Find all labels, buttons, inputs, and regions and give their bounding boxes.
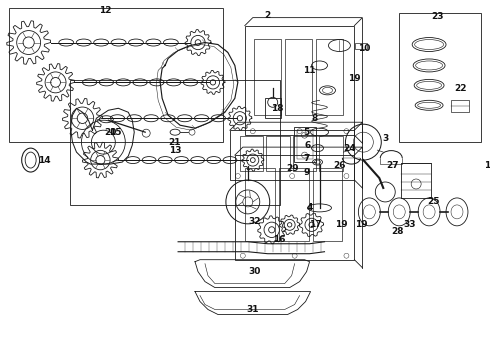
Text: 32: 32	[248, 217, 261, 226]
Text: 5: 5	[303, 128, 310, 137]
Text: 24: 24	[343, 144, 356, 153]
Text: 7: 7	[303, 154, 310, 163]
Bar	[265, 98, 281, 118]
Bar	[235, 155, 354, 260]
Bar	[245, 26, 354, 135]
Text: 27: 27	[386, 161, 398, 170]
Bar	[293, 136, 316, 171]
Text: 8: 8	[312, 114, 318, 123]
Text: 22: 22	[455, 84, 467, 93]
Bar	[355, 42, 368, 49]
Text: 9: 9	[303, 167, 310, 176]
Text: 18: 18	[271, 104, 284, 113]
Text: 23: 23	[431, 12, 443, 21]
Text: 19: 19	[348, 74, 361, 83]
Text: 17: 17	[309, 220, 322, 229]
Text: 29: 29	[286, 163, 299, 172]
Bar	[9, 8, 223, 142]
Text: 21: 21	[168, 138, 180, 147]
Text: 16: 16	[273, 235, 286, 244]
Text: 26: 26	[333, 161, 346, 170]
Bar	[296, 130, 313, 159]
Bar	[245, 168, 275, 241]
Bar	[294, 127, 316, 162]
Text: 12: 12	[99, 6, 112, 15]
Text: 33: 33	[403, 220, 416, 229]
Text: 6: 6	[304, 141, 311, 150]
Text: 19: 19	[335, 220, 348, 229]
Bar	[401, 163, 431, 198]
Text: 19: 19	[355, 220, 368, 229]
Bar	[319, 136, 343, 171]
Text: 4: 4	[306, 203, 313, 212]
Text: 20: 20	[104, 128, 117, 137]
Bar	[313, 168, 343, 241]
Text: 10: 10	[358, 44, 370, 53]
Text: 28: 28	[391, 227, 403, 236]
Bar	[254, 39, 281, 116]
Bar	[316, 39, 343, 116]
Bar	[279, 168, 309, 241]
Text: 31: 31	[246, 305, 259, 314]
Bar	[240, 136, 263, 171]
Text: 13: 13	[169, 145, 181, 154]
Text: 15: 15	[109, 128, 122, 137]
Text: 25: 25	[427, 197, 440, 206]
Text: 3: 3	[382, 134, 389, 143]
Text: 2: 2	[265, 11, 271, 20]
Bar	[399, 13, 481, 142]
Bar	[71, 80, 280, 205]
Text: 11: 11	[303, 66, 316, 75]
Text: 30: 30	[248, 267, 261, 276]
Bar	[230, 130, 354, 180]
Text: 14: 14	[38, 156, 51, 165]
Bar	[267, 136, 290, 171]
Bar	[285, 39, 313, 116]
Text: 1: 1	[484, 161, 490, 170]
Bar	[451, 100, 469, 112]
